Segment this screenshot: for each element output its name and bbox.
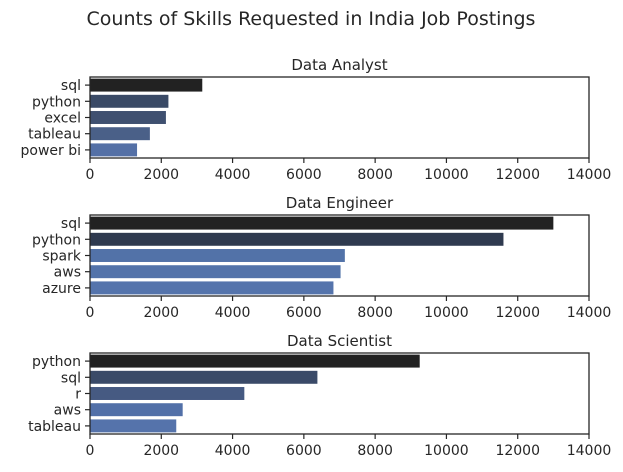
y-tick-label: aws: [54, 403, 81, 419]
x-tick-label: 14000: [567, 167, 612, 183]
x-tick-label: 6000: [286, 305, 322, 321]
x-tick-label: 10000: [424, 305, 469, 321]
x-tick-label: 12000: [495, 167, 540, 183]
bar-python: [90, 94, 169, 108]
bar-spark: [90, 249, 345, 262]
x-tick-label: 14000: [567, 443, 612, 459]
panel-title: Data Engineer: [286, 194, 394, 212]
x-tick-label: 4000: [215, 443, 251, 459]
bar-tableau: [90, 127, 150, 141]
axes-frame: [89, 76, 590, 159]
bar-excel: [90, 111, 166, 124]
x-tick-label: 12000: [495, 305, 540, 321]
y-tick-label: excel: [44, 111, 81, 127]
y-tick-label: r: [75, 387, 81, 403]
y-tick-label: sql: [61, 78, 81, 94]
y-tick-label: python: [32, 354, 81, 370]
y-tick-label: tableau: [28, 419, 81, 435]
bar-python: [90, 354, 420, 368]
bar-azure: [90, 281, 334, 295]
x-tick-label: 10000: [424, 167, 469, 183]
axes-frame: [89, 214, 590, 297]
x-tick-label: 4000: [215, 305, 251, 321]
panel-title: Data Scientist: [287, 332, 392, 350]
bar-aws: [90, 403, 183, 417]
x-tick-label: 2000: [143, 305, 179, 321]
panel-title: Data Analyst: [291, 56, 387, 74]
bar-r: [90, 387, 245, 400]
x-tick-label: 2000: [143, 443, 179, 459]
axes-frame: [89, 352, 590, 435]
y-tick-label: tableau: [28, 127, 81, 143]
x-tick-label: 8000: [357, 167, 393, 183]
x-tick-label: 0: [86, 305, 95, 321]
y-tick-label: power bi: [21, 143, 82, 159]
y-tick-label: python: [32, 94, 81, 110]
bar-sql: [90, 216, 554, 230]
x-tick-label: 12000: [495, 443, 540, 459]
x-tick-label: 0: [86, 443, 95, 459]
y-tick-label: sql: [61, 370, 81, 386]
x-tick-label: 8000: [357, 305, 393, 321]
y-tick-label: aws: [54, 265, 81, 281]
x-tick-label: 4000: [215, 167, 251, 183]
bar-sql: [90, 78, 203, 92]
bar-python: [90, 232, 504, 246]
bar-aws: [90, 265, 341, 279]
x-tick-label: 14000: [567, 305, 612, 321]
bar-power-bi: [90, 143, 138, 157]
y-tick-label: azure: [42, 281, 81, 297]
bar-sql: [90, 370, 318, 384]
y-tick-label: python: [32, 232, 81, 248]
figure-title: Counts of Skills Requested in India Job …: [87, 8, 536, 30]
y-tick-label: sql: [61, 216, 81, 232]
x-tick-label: 0: [86, 167, 95, 183]
y-tick-label: spark: [42, 249, 82, 265]
x-tick-label: 6000: [286, 167, 322, 183]
x-tick-label: 10000: [424, 443, 469, 459]
x-tick-label: 8000: [357, 443, 393, 459]
bar-tableau: [90, 419, 177, 433]
x-tick-label: 2000: [143, 167, 179, 183]
x-tick-label: 6000: [286, 443, 322, 459]
